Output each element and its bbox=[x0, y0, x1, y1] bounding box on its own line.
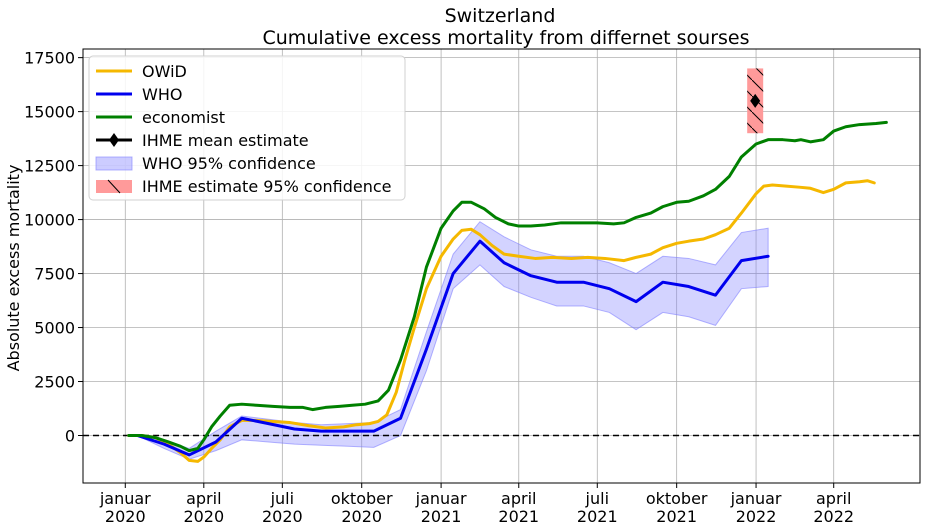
chart-subtitle: Cumulative excess mortality from differn… bbox=[263, 27, 750, 49]
x-tick-label: januar 2020 bbox=[99, 489, 151, 526]
ihme-mean-marker bbox=[750, 93, 761, 108]
x-tick-label: oktober 2021 bbox=[646, 489, 708, 526]
x-tick-label: juli 2021 bbox=[577, 489, 618, 526]
confidence-bands bbox=[137, 221, 769, 460]
legend-label-ihme-mean-estimate: IHME mean estimate bbox=[142, 131, 309, 150]
x-tick-label: juli 2020 bbox=[262, 489, 303, 526]
y-tick-label: 2500 bbox=[34, 373, 75, 392]
legend-diamond-marker bbox=[109, 133, 119, 147]
x-axis-ticks: januar 2020 april 2020 juli 2020 oktober 2020 ja… bbox=[99, 483, 854, 526]
legend-label-ihme-estimate-95-confidence: IHME estimate 95% confidence bbox=[142, 177, 391, 196]
y-axis-ticks: 0 2500 5000 7500 10000 12500 15000 17500 bbox=[24, 49, 83, 445]
plot-frame bbox=[82, 48, 921, 484]
y-tick-label: 0 bbox=[65, 426, 75, 445]
economist-line bbox=[127, 120, 888, 453]
x-tick-label: april 2022 bbox=[813, 489, 854, 526]
x-tick-label: januar 2021 bbox=[415, 489, 467, 526]
legend-hatch-line bbox=[107, 179, 121, 194]
who-95-confidence-band bbox=[137, 221, 769, 460]
x-tick-label: april 2020 bbox=[183, 489, 224, 526]
y-tick-label: 5000 bbox=[34, 319, 75, 338]
y-tick-label: 15000 bbox=[24, 103, 75, 122]
x-tick-label: januar 2022 bbox=[730, 489, 782, 526]
y-axis-label: Absolute excess mortality bbox=[4, 165, 23, 372]
legend-swatch-who-95-confidence bbox=[95, 156, 133, 171]
legend-label-who: WHO bbox=[142, 85, 182, 104]
y-tick-label: 12500 bbox=[24, 157, 75, 176]
chart-title: Switzerland bbox=[445, 5, 556, 27]
y-tick-label: 17500 bbox=[24, 49, 75, 68]
y-tick-label: 7500 bbox=[34, 265, 75, 284]
legend-box bbox=[88, 55, 406, 201]
series-lines bbox=[127, 120, 888, 463]
x-tick-label: april 2021 bbox=[498, 489, 539, 526]
legend-label-owid: OWiD bbox=[142, 62, 187, 81]
x-tick-label: oktober 2020 bbox=[331, 489, 393, 526]
ihme-estimate bbox=[747, 68, 764, 134]
y-tick-label: 10000 bbox=[24, 211, 75, 230]
legend-label-economist: economist bbox=[142, 108, 225, 127]
owid-line bbox=[127, 179, 876, 463]
legend-label-who-95-confidence: WHO 95% confidence bbox=[142, 154, 316, 173]
who-line bbox=[135, 239, 770, 457]
legend: OWiD WHO economist IHME mean estimate WHO 95… bbox=[88, 55, 406, 201]
